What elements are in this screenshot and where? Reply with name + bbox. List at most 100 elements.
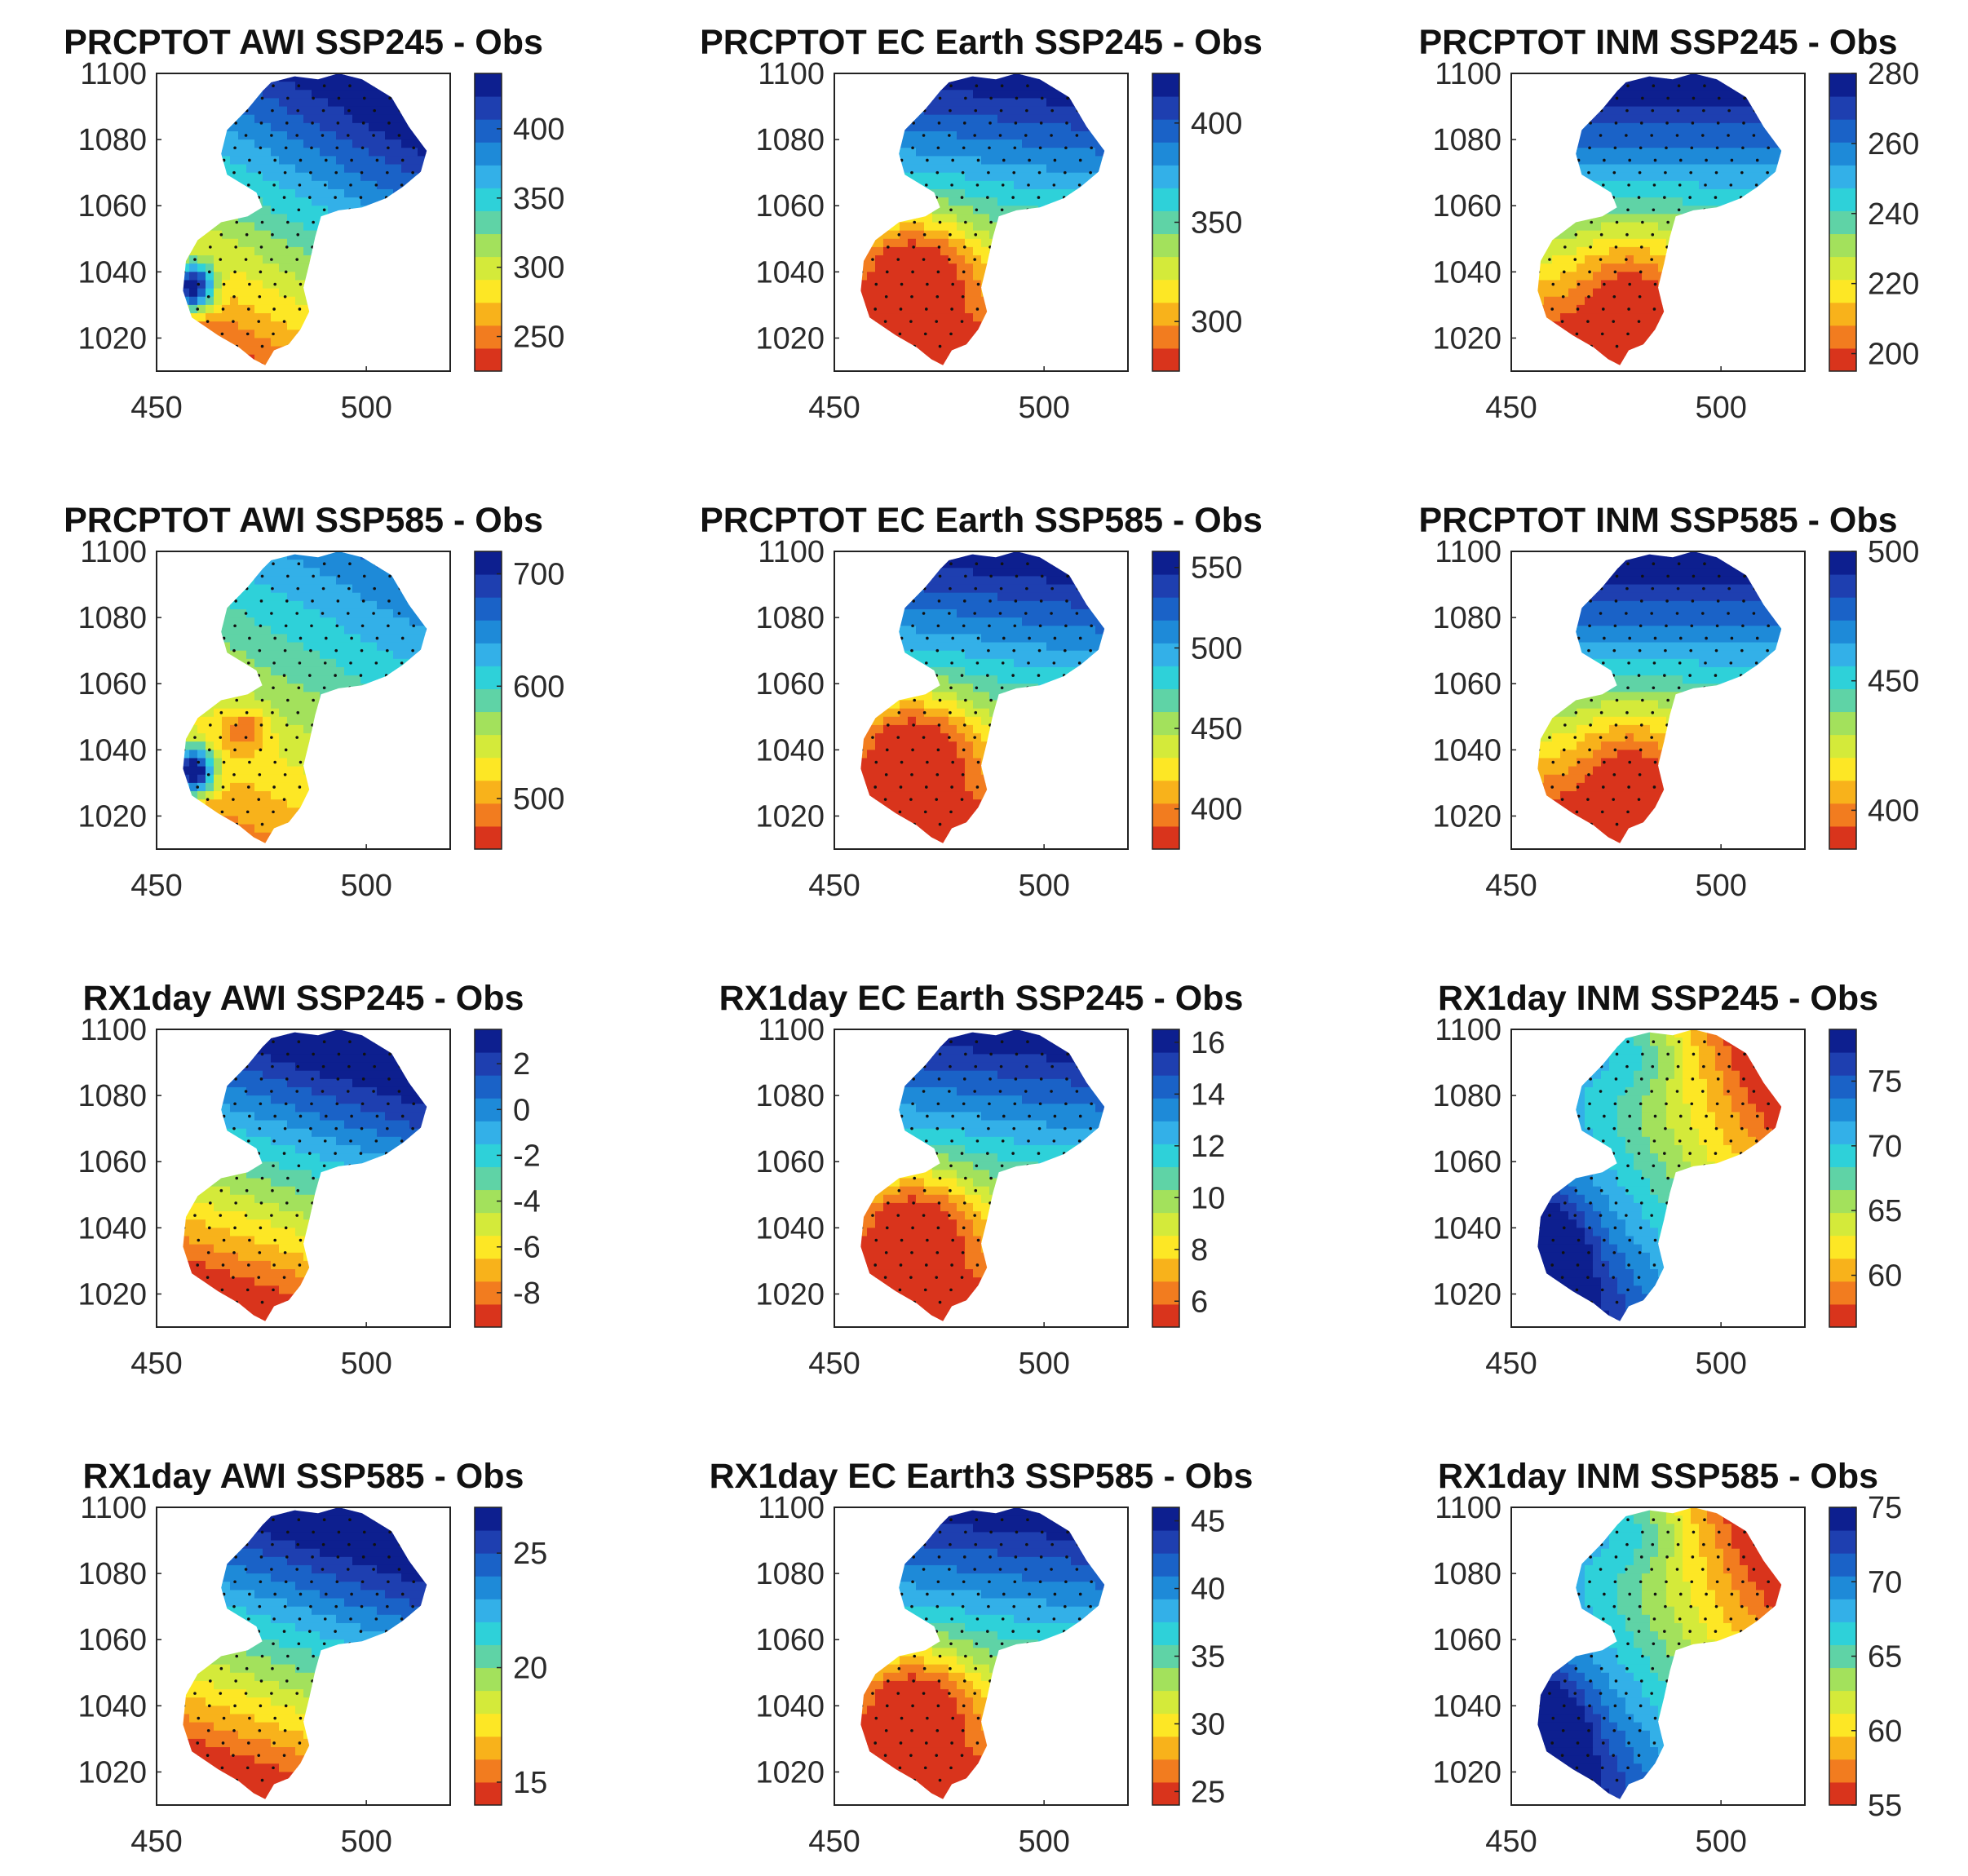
station-dot xyxy=(312,96,315,100)
heatmap-cell xyxy=(254,354,263,364)
heatmap-cell xyxy=(860,288,868,298)
colorbar-band xyxy=(475,347,502,372)
station-dot xyxy=(207,270,211,274)
heatmap-cell xyxy=(263,238,272,248)
heatmap-cell xyxy=(222,304,231,314)
heatmap-cell xyxy=(287,172,296,182)
station-dot xyxy=(1767,146,1771,150)
heatmap-cell xyxy=(214,304,223,314)
heatmap-cell xyxy=(940,172,949,182)
heatmap-cell xyxy=(1601,164,1610,174)
heatmap-cell xyxy=(957,164,966,174)
heatmap-cell xyxy=(932,255,941,264)
station-dot xyxy=(1691,122,1695,125)
heatmap-cell xyxy=(965,180,974,190)
heatmap-cell xyxy=(1625,296,1634,306)
heatmap-cell xyxy=(1642,246,1651,256)
heatmap-cell xyxy=(1691,197,1700,206)
heatmap-cell xyxy=(222,634,231,644)
heatmap-cell xyxy=(1030,122,1039,132)
heatmap-cell xyxy=(1723,98,1732,108)
heatmap-cell xyxy=(1634,148,1643,157)
heatmap-cell xyxy=(328,148,337,157)
heatmap-cell xyxy=(1691,139,1700,148)
station-dot xyxy=(259,246,263,249)
heatmap-cell xyxy=(940,255,949,264)
heatmap-cell xyxy=(1585,246,1594,256)
colorbar-tick-label: 200 xyxy=(1868,338,1919,372)
heatmap-cell xyxy=(222,724,231,734)
heatmap-cell xyxy=(279,238,288,248)
heatmap-cell xyxy=(206,321,214,330)
heatmap-cell xyxy=(965,148,974,157)
heatmap-cell xyxy=(1014,188,1023,198)
heatmap-cell xyxy=(924,180,933,190)
heatmap-cell xyxy=(1707,139,1716,148)
station-dot xyxy=(1002,158,1006,162)
heatmap-cell xyxy=(1544,263,1553,272)
heatmap-cell xyxy=(908,263,917,272)
heatmap-cell xyxy=(206,799,214,808)
station-dot xyxy=(1603,158,1606,162)
heatmap-cell xyxy=(1585,172,1594,182)
heatmap-cell xyxy=(1634,255,1643,264)
station-dot xyxy=(962,270,966,274)
station-dot xyxy=(248,158,251,162)
heatmap-cell xyxy=(981,246,990,256)
station-dot xyxy=(374,184,378,187)
heatmap-cell xyxy=(254,139,263,148)
heatmap-cell xyxy=(883,263,892,272)
heatmap-cell xyxy=(263,188,272,198)
heatmap-cell xyxy=(254,280,263,290)
station-dot xyxy=(1028,158,1031,162)
station-dot xyxy=(1574,232,1578,237)
heatmap-cell xyxy=(1030,139,1039,148)
heatmap-cell xyxy=(312,90,321,100)
station-dot xyxy=(873,308,877,311)
heatmap-cell xyxy=(875,255,884,264)
heatmap-cell xyxy=(932,272,941,281)
panel-title: PRCPTOT INM SSP245 - Obs xyxy=(1418,23,1897,62)
heatmap-cell xyxy=(1030,148,1039,157)
heatmap-cell xyxy=(965,206,974,215)
station-dot xyxy=(1651,108,1655,113)
heatmap-cell xyxy=(279,90,288,100)
heatmap-cell xyxy=(295,288,304,298)
heatmap-cell xyxy=(957,246,966,256)
heatmap-cell xyxy=(1063,164,1072,174)
heatmap-cell xyxy=(189,263,198,272)
heatmap-cell xyxy=(1560,238,1569,248)
heatmap-cell xyxy=(214,246,223,256)
heatmap-cell xyxy=(1609,255,1618,264)
heatmap-cell xyxy=(206,782,214,792)
heatmap-cell xyxy=(1617,230,1626,240)
heatmap-cell xyxy=(1006,90,1015,100)
station-dot xyxy=(986,196,989,199)
station-dot xyxy=(910,294,913,299)
station-dot xyxy=(1639,122,1643,125)
heatmap-cell xyxy=(303,122,312,132)
station-dot xyxy=(897,232,901,237)
station-dot xyxy=(973,134,976,137)
heatmap-cell xyxy=(254,206,263,215)
heatmap-cell xyxy=(320,98,329,108)
heatmap-cell xyxy=(1650,272,1659,281)
x-tick-label: 500 xyxy=(1695,391,1746,425)
heatmap-cell xyxy=(238,172,247,182)
station-dot xyxy=(912,122,915,125)
heatmap-cell xyxy=(377,106,386,116)
heatmap-cell xyxy=(883,255,892,264)
station-dot xyxy=(885,270,889,274)
heatmap-cell xyxy=(1014,139,1023,148)
heatmap-cell xyxy=(957,330,966,339)
heatmap-cell xyxy=(965,272,974,281)
heatmap-cell xyxy=(1625,148,1634,157)
heatmap-cell xyxy=(312,131,321,140)
heatmap-cell xyxy=(271,222,280,232)
station-dot xyxy=(245,232,249,237)
heatmap-cell xyxy=(1625,82,1634,91)
heatmap-cell xyxy=(1740,131,1749,140)
station-dot xyxy=(926,282,929,286)
heatmap-cell xyxy=(1683,197,1692,206)
heatmap-cell xyxy=(238,122,247,132)
